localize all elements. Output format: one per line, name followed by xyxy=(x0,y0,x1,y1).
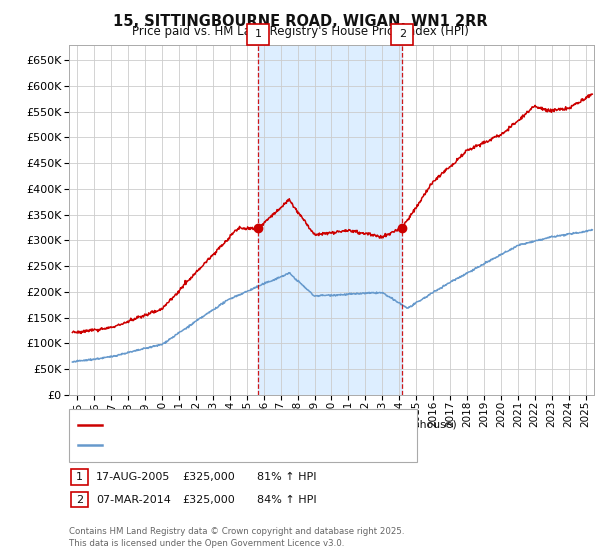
Text: 1: 1 xyxy=(76,472,83,482)
Text: 84% ↑ HPI: 84% ↑ HPI xyxy=(257,494,316,505)
Bar xyxy=(258,45,402,395)
Text: 1: 1 xyxy=(254,29,262,39)
Text: 15, SITTINGBOURNE ROAD, WIGAN, WN1 2RR: 15, SITTINGBOURNE ROAD, WIGAN, WN1 2RR xyxy=(113,14,487,29)
Text: HPI: Average price, detached house, Wigan: HPI: Average price, detached house, Wiga… xyxy=(108,440,344,450)
Text: Price paid vs. HM Land Registry's House Price Index (HPI): Price paid vs. HM Land Registry's House … xyxy=(131,25,469,38)
Text: 2: 2 xyxy=(76,494,83,505)
Text: 15, SITTINGBOURNE ROAD, WIGAN, WN1 2RR (detached house): 15, SITTINGBOURNE ROAD, WIGAN, WN1 2RR (… xyxy=(108,420,457,430)
Text: 2: 2 xyxy=(399,29,406,39)
Text: Contains HM Land Registry data © Crown copyright and database right 2025.
This d: Contains HM Land Registry data © Crown c… xyxy=(69,527,404,548)
Text: £325,000: £325,000 xyxy=(182,472,235,482)
Text: 81% ↑ HPI: 81% ↑ HPI xyxy=(257,472,316,482)
Text: 17-AUG-2005: 17-AUG-2005 xyxy=(96,472,170,482)
Text: 07-MAR-2014: 07-MAR-2014 xyxy=(96,494,171,505)
Text: £325,000: £325,000 xyxy=(182,494,235,505)
